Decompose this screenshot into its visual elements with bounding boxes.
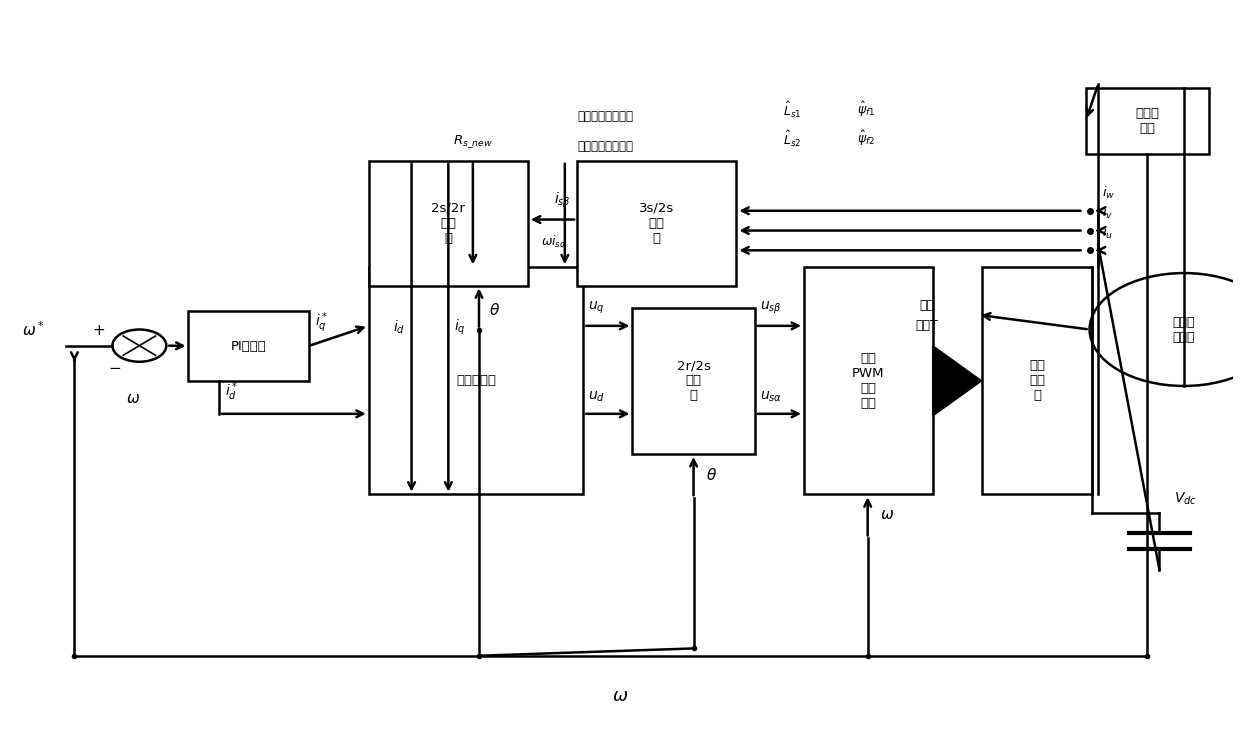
Text: $i_q^*$: $i_q^*$	[315, 311, 329, 335]
Text: 定子: 定子	[919, 299, 934, 311]
Bar	[368, 267, 583, 495]
Text: $i_d$: $i_d$	[393, 319, 405, 336]
Text: 在线辨识参数输入: 在线辨识参数输入	[577, 140, 634, 152]
Text: $\omega$: $\omega$	[880, 507, 894, 522]
Text: $i_d^*$: $i_d^*$	[226, 380, 238, 403]
Text: $\hat{L}_{s1}$: $\hat{L}_{s1}$	[784, 99, 801, 120]
Text: 复合
PWM
调制
部分: 复合 PWM 调制 部分	[852, 352, 884, 410]
Text: $i_u$: $i_u$	[1102, 225, 1114, 241]
Text: 温度T: 温度T	[915, 320, 937, 332]
Text: 永磁同
步电机: 永磁同 步电机	[1173, 315, 1195, 344]
Text: 2r/2s
变换
器: 2r/2s 变换 器	[677, 359, 711, 403]
Text: $\hat{L}_{s2}$: $\hat{L}_{s2}$	[784, 128, 801, 149]
Text: $V_{dc}$: $V_{dc}$	[1174, 491, 1197, 507]
Text: $i_w$: $i_w$	[1102, 185, 1115, 201]
Text: $\theta$: $\theta$	[706, 467, 717, 483]
Text: 3s/2s
变换
器: 3s/2s 变换 器	[639, 202, 675, 245]
Text: $\hat{\psi}_{f2}$: $\hat{\psi}_{f2}$	[857, 129, 874, 149]
Text: 离线辨识参数输入: 离线辨识参数输入	[577, 111, 634, 123]
Text: $\hat{\psi}_{f1}$: $\hat{\psi}_{f1}$	[857, 100, 875, 119]
Text: PI调节器: PI调节器	[231, 339, 267, 353]
Text: 三相
逆变
器: 三相 逆变 器	[1029, 359, 1045, 403]
Bar	[1086, 87, 1209, 154]
Text: +: +	[93, 323, 105, 338]
Bar	[982, 267, 1092, 495]
Text: $i_{s\beta}$: $i_{s\beta}$	[554, 190, 570, 210]
Text: 2s/2r
变换
器: 2s/2r 变换 器	[432, 202, 465, 245]
Text: $u_{s\beta}$: $u_{s\beta}$	[760, 300, 781, 316]
Text: 复合控制器: 复合控制器	[456, 374, 496, 388]
Polygon shape	[932, 346, 982, 416]
Text: $\omega i_{s\alpha}$: $\omega i_{s\alpha}$	[541, 234, 567, 249]
Text: $\omega^*$: $\omega^*$	[21, 320, 45, 339]
Text: $i_q$: $i_q$	[455, 318, 466, 338]
Text: $i_v$: $i_v$	[1102, 205, 1114, 221]
Bar	[632, 308, 755, 454]
Bar	[804, 267, 932, 495]
Bar	[577, 161, 737, 285]
Bar	[368, 161, 528, 285]
Text: $\omega$: $\omega$	[611, 686, 629, 704]
Text: $u_{s\alpha}$: $u_{s\alpha}$	[760, 390, 782, 404]
Text: $-$: $-$	[108, 359, 122, 374]
Text: $R_{s\_new}$: $R_{s\_new}$	[453, 133, 492, 150]
Text: $\omega$: $\omega$	[126, 391, 140, 406]
Text: $\theta$: $\theta$	[489, 302, 500, 317]
Text: 旋转变
压器: 旋转变 压器	[1136, 107, 1159, 134]
Text: $u_d$: $u_d$	[588, 390, 605, 404]
Text: $u_q$: $u_q$	[588, 300, 605, 316]
Bar	[188, 311, 309, 381]
